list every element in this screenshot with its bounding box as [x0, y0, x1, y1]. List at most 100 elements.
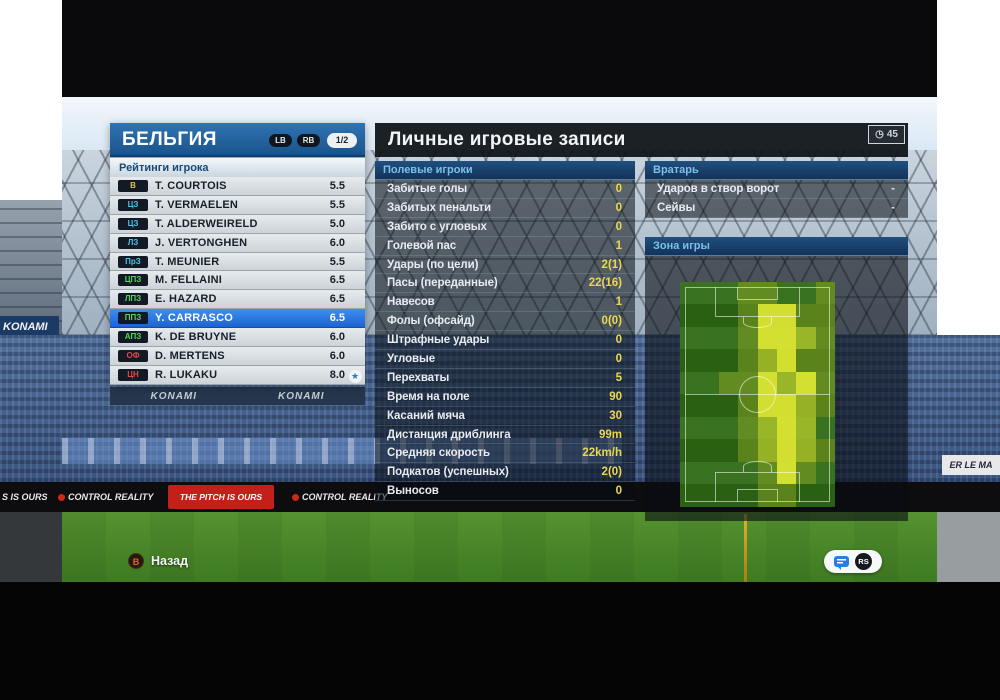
position-badge: ЦЗ	[118, 217, 148, 230]
photo-edge-left	[0, 512, 62, 582]
heatmap-grid	[680, 281, 835, 507]
player-name: T. COURTOIS	[155, 179, 227, 192]
player-name: J. VERTONGHEN	[155, 236, 248, 249]
player-row[interactable]: АПЗ K. DE BRUYNE 6.0	[110, 328, 365, 348]
konami-ad-board: KONAMI	[0, 316, 59, 338]
stat-label: Удары (по цели)	[387, 258, 479, 271]
ad-logo-dot	[292, 494, 299, 501]
stat-row: Пасы (переданные) 22(16)	[375, 274, 635, 294]
stat-value: 5	[615, 371, 622, 384]
stat-row: Выносов 0	[375, 482, 635, 502]
panel-gap	[645, 218, 908, 237]
stat-label: Забито с угловых	[387, 220, 487, 233]
player-row[interactable]: ЦН R. LUKAKU 8.0 ★	[110, 365, 365, 385]
position-badge: ЛПЗ	[118, 293, 148, 306]
player-row[interactable]: ПрЗ T. MEUNIER 5.5	[110, 252, 365, 272]
player-row[interactable]: В T. COURTOIS 5.5	[110, 177, 365, 196]
stat-label: Забитых пенальти	[387, 201, 491, 214]
player-row[interactable]: ЛЗ J. VERTONGHEN 6.0	[110, 233, 365, 253]
heat-cell	[776, 461, 797, 485]
pitch-grass	[62, 512, 937, 582]
position-badge: АПЗ	[118, 331, 148, 344]
stat-label: Угловые	[387, 352, 435, 365]
heat-cell	[796, 416, 816, 440]
stat-label: Навесов	[387, 296, 435, 309]
player-row[interactable]: ЦПЗ M. FELLAINI 6.5	[110, 271, 365, 291]
stat-label: Перехваты	[387, 371, 450, 384]
player-rating: 6.0	[329, 236, 345, 249]
stat-row: Перехваты 5	[375, 368, 635, 388]
ad-board-text: CONTROL REALITY	[292, 492, 387, 502]
heat-cell	[796, 394, 816, 417]
heat-cell	[757, 326, 777, 350]
letterbox-top	[62, 0, 937, 97]
heat-cell	[776, 326, 797, 350]
player-row[interactable]: ППЗ Y. CARRASCO 6.5	[110, 309, 365, 329]
stat-row: Дистанция дриблинга 99m	[375, 425, 635, 445]
stat-row: Касаний мяча 30	[375, 406, 635, 426]
ad-board-text: S IS OURS	[2, 492, 48, 502]
stat-row: Подкатов (успешных) 2(0)	[375, 463, 635, 483]
heat-cell	[776, 349, 797, 372]
player-name: T. ALDERWEIRELD	[155, 217, 258, 230]
stat-value: 2(0)	[601, 466, 622, 479]
zone-panel	[645, 255, 908, 521]
stat-row: Время на поле 90	[375, 387, 635, 407]
chat-icon[interactable]	[834, 556, 849, 570]
goalkeeper-stats: Ударов в створ ворот - Сейвы -	[645, 180, 908, 218]
player-name: E. HAZARD	[155, 293, 217, 306]
field-penalty-arc-top	[743, 316, 772, 328]
player-row[interactable]: ЦЗ T. VERMAELEN 5.5	[110, 195, 365, 215]
player-rating: 6.5	[329, 312, 345, 325]
player-name: M. FELLAINI	[155, 274, 222, 287]
records-panel-title: Личные игровые записи	[388, 129, 626, 150]
heat-cell	[776, 416, 797, 440]
b-button-icon[interactable]: B	[128, 553, 144, 569]
heat-cell	[776, 439, 797, 462]
lb-button[interactable]: LB	[269, 133, 292, 147]
heat-cell	[815, 394, 835, 417]
back-label: Назад	[151, 554, 189, 568]
stat-value: 2(1)	[601, 258, 622, 271]
stat-value: 0	[615, 334, 622, 347]
photo-edge-right	[937, 512, 1000, 582]
player-row[interactable]: ЦЗ T. ALDERWEIRELD 5.0	[110, 214, 365, 234]
player-name: T. MEUNIER	[155, 255, 220, 268]
field-players-header: Полевые игроки	[375, 161, 635, 180]
heat-cell	[796, 349, 816, 372]
position-badge: ОФ	[118, 349, 148, 362]
player-rating: 8.0	[329, 368, 345, 381]
rs-stick-icon[interactable]: RS	[855, 553, 872, 570]
stat-value: 1	[615, 296, 622, 309]
back-control[interactable]: B Назад	[128, 553, 188, 569]
records-title-bar: Личные игровые записи ◷ 45	[375, 123, 908, 157]
field-penalty-arc-bottom	[743, 460, 772, 472]
position-badge: В	[118, 179, 148, 192]
player-name: D. MERTENS	[155, 349, 225, 362]
player-row[interactable]: ОФ D. MERTENS 6.0	[110, 347, 365, 366]
player-ratings-list: В T. COURTOIS 5.5 ЦЗ T. VERMAELEN 5.5 ЦЗ T. ALD…	[110, 177, 365, 385]
stat-value: -	[891, 182, 895, 195]
team-ratings-panel: БЕЛЬГИЯ LB RB 1/2 Рейтинги игрока В T. CO…	[110, 123, 365, 385]
stat-value: 0	[615, 182, 622, 195]
stat-row: Ударов в створ ворот -	[645, 180, 908, 199]
heat-cell	[796, 304, 816, 327]
rb-button[interactable]: RB	[297, 133, 320, 147]
stat-label: Касаний мяча	[387, 409, 465, 422]
player-name: K. DE BRUYNE	[155, 331, 237, 344]
player-rating: 6.0	[329, 349, 345, 362]
player-rating: 5.5	[329, 255, 345, 268]
heat-cell	[757, 416, 777, 440]
ad-logo-dot	[58, 494, 65, 501]
position-badge: ПрЗ	[118, 255, 148, 268]
stat-label: Дистанция дриблинга	[387, 428, 511, 441]
zone-header: Зона игры	[645, 236, 908, 256]
goalkeeper-header: Вратарь	[645, 161, 908, 180]
player-rating: 5.5	[329, 198, 345, 211]
field-players-column: Полевые игроки Забитые голы 0 Забитых пена…	[375, 161, 635, 502]
player-rating: 6.5	[329, 293, 345, 306]
player-rating: 6.5	[329, 274, 345, 287]
goalkeeper-column: Вратарь Ударов в створ ворот - Сейвы - Зона…	[645, 161, 908, 521]
player-row[interactable]: ЛПЗ E. HAZARD 6.5	[110, 290, 365, 310]
